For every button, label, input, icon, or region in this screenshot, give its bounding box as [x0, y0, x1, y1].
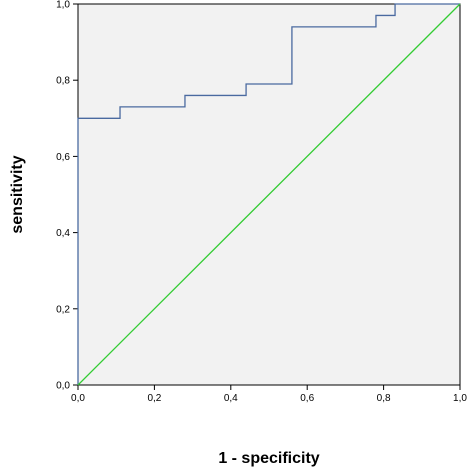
x-tick-label: 0,0: [71, 393, 85, 404]
y-tick-label: 0,4: [56, 228, 70, 239]
x-axis-title: 1 - specificity: [218, 450, 319, 467]
x-tick-label: 0,4: [224, 393, 238, 404]
y-axis-title: sensitivity: [9, 155, 26, 233]
tick-marks: [73, 3, 461, 390]
x-tick-label: 0,2: [147, 393, 161, 404]
roc-curve-line: [77, 3, 460, 385]
y-tick-label: 0,6: [56, 152, 70, 163]
y-tick-label: 0,0: [56, 381, 70, 392]
x-tick-label: 1,0: [453, 393, 467, 404]
x-tick-label: 0,8: [377, 393, 391, 404]
series-layer: [77, 3, 461, 386]
y-tick-label: 1,0: [56, 0, 70, 11]
tick-labels: 0,0 0,2 0,4 0,6 0,8 1,0 0,0 0,2 0,4 0,6 0,8 1,0: [56, 0, 467, 404]
y-tick-label: 0,8: [56, 76, 70, 87]
y-tick-label: 0,2: [56, 304, 70, 315]
reference-diagonal-line: [77, 3, 461, 386]
x-tick-label: 0,6: [300, 393, 314, 404]
